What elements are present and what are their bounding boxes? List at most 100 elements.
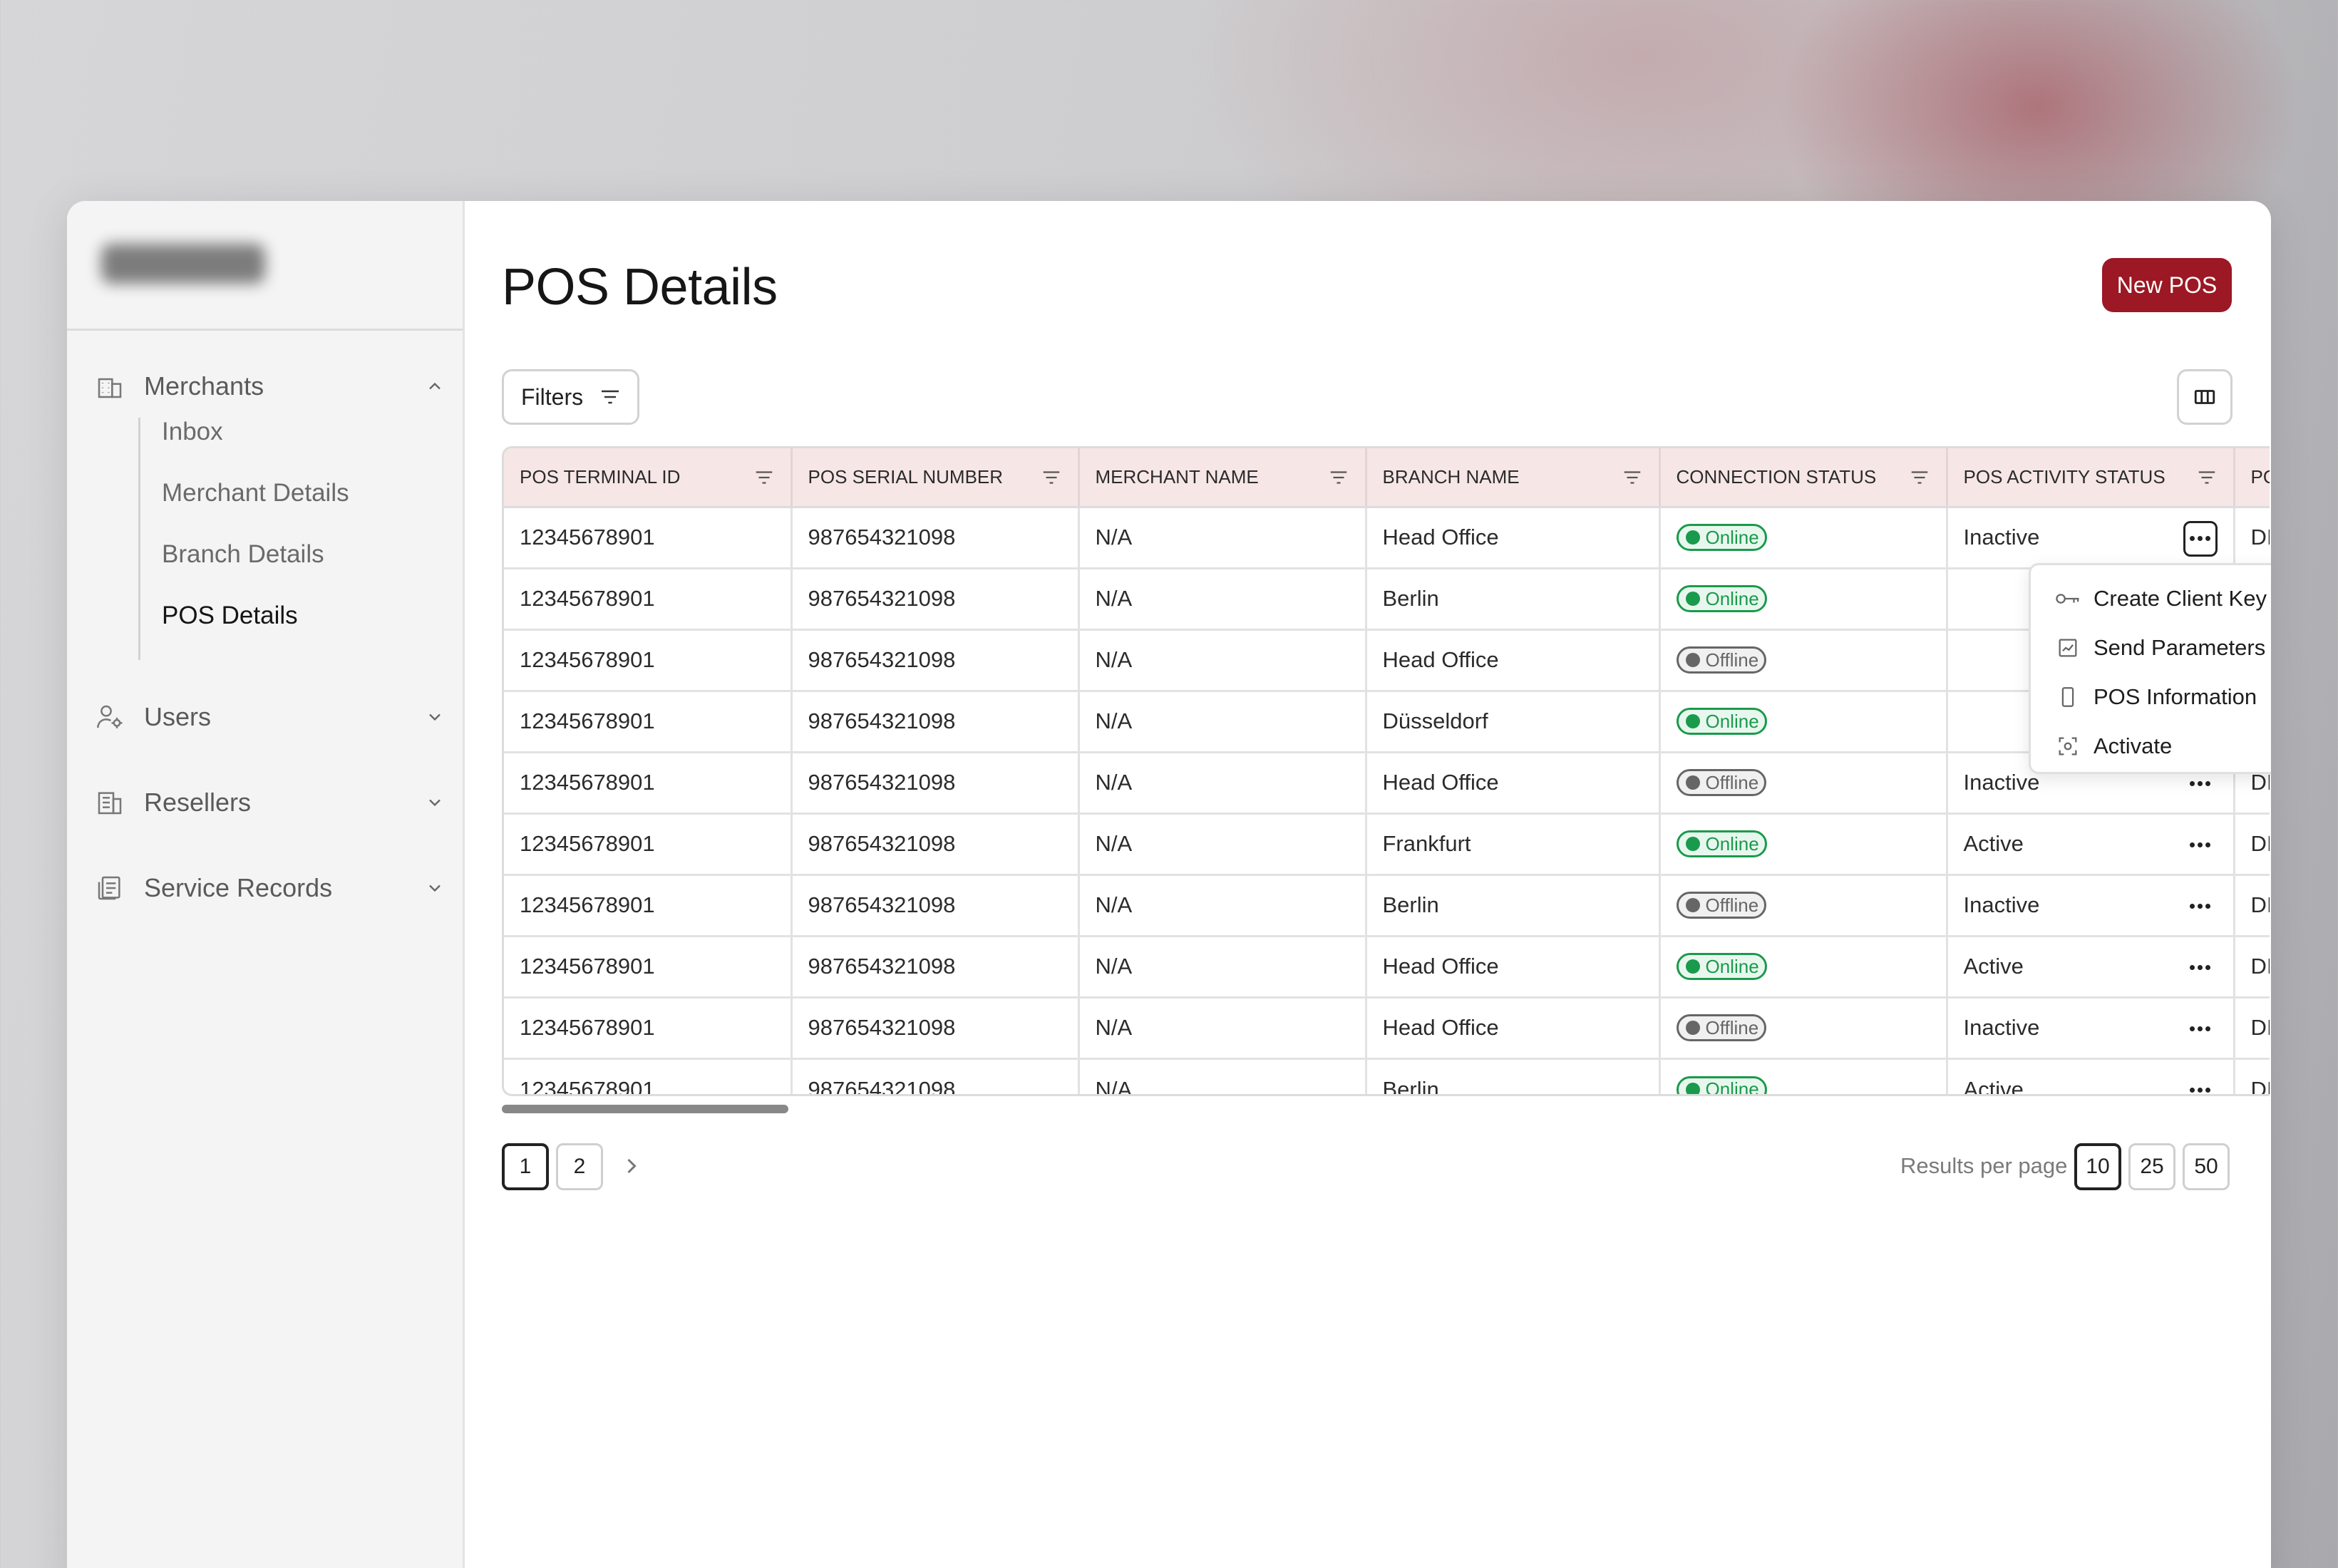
status-dot <box>1685 775 1700 790</box>
menu-item-send-parameters[interactable]: Send Parameters <box>2054 630 2265 666</box>
column-filter-icon[interactable] <box>1622 467 1643 488</box>
menu-item-pos-information[interactable]: POS Information <box>2054 679 2257 715</box>
menu-item-label: Activate <box>2094 733 2173 758</box>
column-settings-button[interactable] <box>2177 369 2233 425</box>
status-dot <box>1685 898 1700 912</box>
cell-terminal-id: 12345678901 <box>504 629 793 692</box>
cell-branch: Berlin <box>1366 1058 1661 1094</box>
chevron-down-icon[interactable] <box>425 793 445 813</box>
cell-connection: Online <box>1659 1058 1948 1094</box>
cell-serial: 987654321098 <box>791 1058 1080 1094</box>
nav-group-service-records[interactable]: Service Records <box>96 867 445 909</box>
row-actions-button[interactable] <box>2183 520 2218 557</box>
status-dot <box>1685 1021 1700 1035</box>
nav-group-merchants[interactable]: Merchants <box>96 365 445 408</box>
row-actions-button[interactable] <box>2183 957 2218 979</box>
logo[interactable] <box>101 244 265 284</box>
chevron-right-icon[interactable] <box>619 1153 644 1179</box>
table-row[interactable]: 12345678901 987654321098 N/A Head Office… <box>504 997 2270 1060</box>
status-dot <box>1685 653 1700 667</box>
activity-label: Inactive <box>1963 1015 2040 1040</box>
row-actions-button[interactable] <box>2183 1018 2218 1040</box>
column-filter-icon[interactable] <box>753 467 775 488</box>
cell-terminal-id: 12345678901 <box>504 568 793 631</box>
cell-merchant: N/A <box>1078 691 1367 753</box>
column-header-terminal-id[interactable]: POS TERMINAL ID <box>504 448 793 508</box>
menu-item-label: POS Information <box>2094 684 2257 709</box>
chevron-down-icon[interactable] <box>425 707 445 727</box>
row-actions-button[interactable] <box>2183 835 2218 856</box>
cell-connection: Offline <box>1659 875 1948 937</box>
status-label: Offline <box>1705 649 1759 671</box>
sidebar-item-merchant-details[interactable]: Merchant Details <box>162 479 349 507</box>
column-filter-icon[interactable] <box>1909 467 1930 488</box>
page-button-1[interactable]: 1 <box>502 1143 549 1190</box>
cell-terminal-id: 12345678901 <box>504 875 793 937</box>
table-scrollbar[interactable] <box>502 1105 788 1113</box>
key-icon <box>2056 594 2079 604</box>
new-pos-button[interactable]: New POS <box>2102 258 2232 312</box>
table-row[interactable]: 12345678901 987654321098 N/A Head Office… <box>504 936 2270 999</box>
cell-merchant: N/A <box>1078 507 1367 569</box>
nav-group-users[interactable]: Users <box>96 696 445 738</box>
table-row[interactable]: 12345678901 987654321098 N/A Head Office… <box>504 507 2270 569</box>
cell-serial: 987654321098 <box>791 507 1080 569</box>
cell-activity: Active <box>1947 813 2235 876</box>
row-actions-button[interactable] <box>2183 1080 2218 1095</box>
activity-label: Active <box>1963 831 2024 856</box>
row-actions-button[interactable] <box>2183 773 2218 795</box>
column-filter-icon[interactable] <box>1328 467 1349 488</box>
column-header-merchant-name[interactable]: MERCHANT NAME <box>1078 448 1367 508</box>
status-dot <box>1685 959 1700 974</box>
column-header-serial-number[interactable]: POS SERIAL NUMBER <box>791 448 1080 508</box>
filters-button[interactable]: Filters <box>502 369 639 425</box>
column-header-branch-name[interactable]: BRANCH NAME <box>1366 448 1661 508</box>
table-row[interactable]: 12345678901 987654321098 N/A Berlin Onli… <box>504 1058 2270 1095</box>
cell-terminal-id: 12345678901 <box>504 813 793 876</box>
menu-item-create-client-key[interactable]: Create Client Key <box>2054 581 2267 617</box>
cell-activity: Inactive <box>1947 997 2235 1060</box>
status-label: Online <box>1705 587 1759 609</box>
cell-branch: Berlin <box>1366 568 1661 631</box>
status-badge: Online <box>1676 708 1767 735</box>
merchants-subnav: Inbox Merchant Details Branch Details PO… <box>138 418 438 660</box>
nav-group-resellers[interactable]: Resellers <box>96 781 445 824</box>
row-actions-button[interactable] <box>2183 896 2218 917</box>
table-row[interactable]: 12345678901 987654321098 N/A Frankfurt O… <box>504 813 2270 876</box>
table-row[interactable]: 12345678901 987654321098 N/A Berlin Onli… <box>504 568 2270 631</box>
column-filter-icon[interactable] <box>1041 467 1062 488</box>
sidebar-item-pos-details[interactable]: POS Details <box>162 602 298 629</box>
sidebar-item-branch-details[interactable]: Branch Details <box>162 540 324 568</box>
column-header-truncated[interactable]: PO <box>2234 448 2270 508</box>
table-row[interactable]: 12345678901 987654321098 N/A Head Office… <box>504 752 2270 815</box>
per-page-25[interactable]: 25 <box>2128 1143 2175 1190</box>
chevron-up-icon[interactable] <box>425 376 445 396</box>
table-row[interactable]: 12345678901 987654321098 N/A Düsseldorf … <box>504 691 2270 753</box>
cell-branch: Frankfurt <box>1366 813 1661 876</box>
cell-merchant: N/A <box>1078 1058 1367 1094</box>
status-badge: Offline <box>1676 892 1767 919</box>
page-title: POS Details <box>502 259 778 316</box>
column-header-activity-status[interactable]: POS ACTIVITY STATUS <box>1947 448 2235 508</box>
menu-item-label: Create Client Key <box>2094 586 2267 611</box>
page-button-2[interactable]: 2 <box>556 1143 603 1190</box>
cell-connection: Online <box>1659 507 1948 569</box>
status-dot <box>1685 837 1700 851</box>
per-page-10[interactable]: 10 <box>2074 1143 2121 1190</box>
pos-table: POS TERMINAL ID POS SERIAL NUMBER MERCHA… <box>502 446 2270 1096</box>
cell-serial: 987654321098 <box>791 568 1080 631</box>
menu-item-activate[interactable]: Activate <box>2054 728 2172 764</box>
cell-branch: Head Office <box>1366 629 1661 692</box>
per-page-50[interactable]: 50 <box>2183 1143 2230 1190</box>
status-badge: Online <box>1676 585 1767 612</box>
column-filter-icon[interactable] <box>2196 467 2218 488</box>
cell-serial: 987654321098 <box>791 691 1080 753</box>
column-header-label: POS TERMINAL ID <box>520 465 681 488</box>
cell-extra: DI <box>2234 1058 2270 1094</box>
results-per-page-label: Results per page <box>1900 1153 2068 1178</box>
table-row[interactable]: 12345678901 987654321098 N/A Head Office… <box>504 629 2270 692</box>
column-header-connection-status[interactable]: CONNECTION STATUS <box>1659 448 1948 508</box>
table-row[interactable]: 12345678901 987654321098 N/A Berlin Offl… <box>504 875 2270 937</box>
chevron-down-icon[interactable] <box>425 878 445 898</box>
sidebar-item-inbox[interactable]: Inbox <box>162 418 223 445</box>
